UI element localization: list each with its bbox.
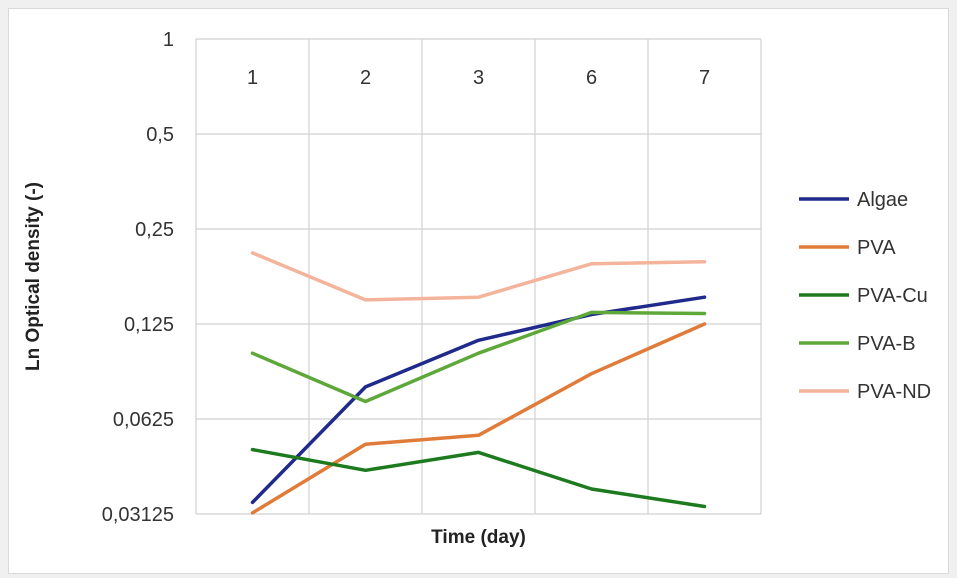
series-lines [250, 251, 707, 515]
legend-item: PVA [799, 237, 896, 259]
x-tick-labels: 1 2 3 6 7 [247, 67, 710, 89]
x-tick-label: 1 [247, 67, 258, 89]
y-tick-label: 0,25 [135, 219, 174, 241]
series-line-pva [250, 322, 707, 515]
legend-item: PVA-ND [799, 381, 931, 403]
legend-label: PVA-Cu [857, 285, 928, 307]
x-tick-label: 3 [473, 67, 484, 89]
x-tick-label: 6 [586, 67, 597, 89]
line-chart: 1 0,5 0,25 0,125 0,0625 0,03125 1 2 3 6 7 Time (d… [23, 29, 931, 548]
series-line-pva-nd [250, 251, 707, 302]
legend-item: PVA-Cu [799, 285, 928, 307]
chart-frame: 1 0,5 0,25 0,125 0,0625 0,03125 1 2 3 6 7 Time (d… [8, 8, 949, 574]
y-tick-label: 0,03125 [102, 504, 174, 526]
series-line-algae [250, 295, 707, 505]
gridlines [195, 38, 762, 515]
y-tick-label: 0,0625 [113, 409, 174, 431]
x-tick-label: 7 [699, 67, 710, 89]
legend-label: PVA-ND [857, 381, 931, 403]
x-axis-title: Time (day) [431, 527, 526, 548]
legend-label: PVA-B [857, 333, 916, 355]
legend-label: Algae [857, 189, 908, 211]
y-tick-label: 0,5 [146, 124, 174, 146]
y-tick-label: 1 [163, 29, 174, 51]
y-axis-title: Ln Optical density (-) [23, 182, 44, 371]
legend-item: PVA-B [799, 333, 916, 355]
series-line-pva-b [250, 310, 707, 404]
x-tick-label: 2 [360, 67, 371, 89]
y-tick-labels: 1 0,5 0,25 0,125 0,0625 0,03125 [102, 29, 174, 526]
y-tick-label: 0,125 [124, 314, 174, 336]
legend-label: PVA [857, 237, 896, 259]
legend: Algae PVA PVA-Cu PVA-B PVA-ND [799, 189, 931, 403]
series-line-pva-cu [250, 447, 707, 509]
legend-item: Algae [799, 189, 908, 211]
